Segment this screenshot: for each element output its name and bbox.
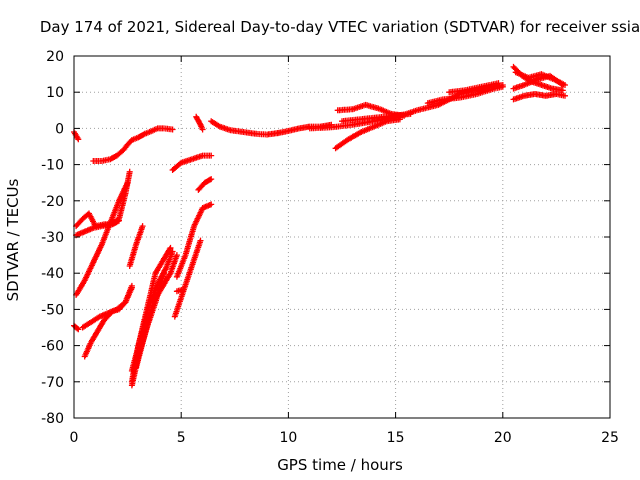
axis-ticks: 0 5 10 15 20 25 -80 -70 -60 -50 -40 -30 -20 -10 0 10 20	[41, 49, 619, 446]
data-points	[90, 125, 176, 164]
x-tick-label: 25	[601, 430, 619, 446]
y-tick-label: 10	[46, 85, 64, 101]
x-tick-label: 5	[177, 430, 186, 446]
series-arc-32	[512, 69, 568, 88]
data-series	[71, 63, 568, 389]
x-tick-label: 15	[387, 430, 405, 446]
data-points	[126, 223, 146, 269]
data-points	[510, 91, 568, 103]
data-points	[208, 118, 281, 138]
y-tick-label: -50	[41, 302, 64, 318]
y-tick-label: -80	[41, 411, 64, 427]
data-points	[73, 179, 131, 298]
y-tick-label: -40	[41, 266, 64, 282]
y-tick-label: 0	[55, 121, 64, 137]
y-tick-label: 20	[46, 49, 64, 65]
chart-title: Day 174 of 2021, Sidereal Day-to-day VTE…	[40, 18, 640, 36]
data-points	[173, 201, 215, 280]
data-points	[128, 270, 167, 389]
x-tick-label: 20	[494, 430, 512, 446]
data-points	[332, 116, 403, 152]
data-points	[173, 286, 187, 295]
series-arc-27	[424, 83, 506, 107]
data-points	[81, 284, 135, 360]
series-arc-09	[126, 223, 146, 269]
series-arc-13	[128, 270, 167, 389]
series-arc-28	[446, 80, 502, 96]
y-axis-label: SDTVAR / TECUs	[4, 178, 22, 301]
y-tick-label: -20	[41, 194, 64, 210]
data-points	[195, 176, 215, 193]
series-arc-16	[173, 201, 215, 280]
data-points	[169, 152, 215, 173]
series-arc-05	[73, 179, 131, 298]
series-arc-23	[332, 116, 403, 152]
x-axis-label: GPS time / hours	[277, 456, 403, 474]
y-tick-label: -60	[41, 339, 64, 355]
series-arc-19	[193, 113, 206, 133]
series-arc-17	[173, 286, 187, 295]
data-points	[512, 69, 568, 88]
series-arc-20	[208, 118, 281, 138]
data-points	[446, 80, 502, 96]
series-arc-02	[90, 125, 176, 164]
y-tick-label: -10	[41, 158, 64, 174]
x-tick-label: 10	[279, 430, 297, 446]
data-points	[193, 113, 206, 133]
series-arc-08	[81, 284, 135, 360]
y-tick-label: -70	[41, 375, 64, 391]
series-arc-14	[169, 152, 215, 173]
y-tick-label: -30	[41, 230, 64, 246]
series-arc-18	[195, 176, 215, 193]
x-tick-label: 0	[70, 430, 79, 446]
series-arc-31	[510, 91, 568, 103]
data-points	[424, 83, 506, 107]
